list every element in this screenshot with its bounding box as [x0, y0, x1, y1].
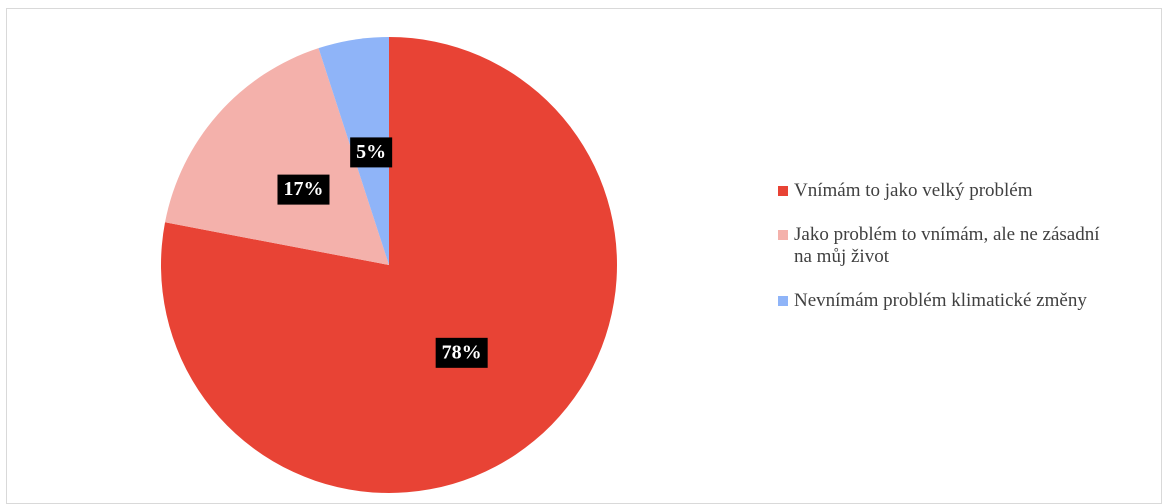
legend-item: Nevnímám problém klimatické změny [778, 290, 1108, 312]
legend-swatch [778, 296, 788, 306]
pie-slice [165, 48, 389, 265]
data-label-box [350, 137, 393, 168]
legend: Vnímám to jako velký problém Jako problém… [778, 180, 1108, 334]
data-label: 78% [442, 341, 482, 363]
data-label: 17% [283, 178, 323, 200]
legend-item: Jako problém to vnímám, ale ne zásadní n… [778, 224, 1108, 268]
data-label-box [277, 174, 330, 205]
data-label-box [435, 337, 488, 368]
legend-label: Nevnímám problém klimatické změny [794, 290, 1087, 311]
legend-label: Vnímám to jako velký problém [794, 180, 1033, 201]
legend-label: Jako problém to vnímám, ale ne zásadní n… [794, 224, 1100, 267]
legend-swatch [778, 186, 788, 196]
legend-swatch [778, 230, 788, 240]
legend-item: Vnímám to jako velký problém [778, 180, 1108, 202]
data-label: 5% [356, 141, 386, 163]
